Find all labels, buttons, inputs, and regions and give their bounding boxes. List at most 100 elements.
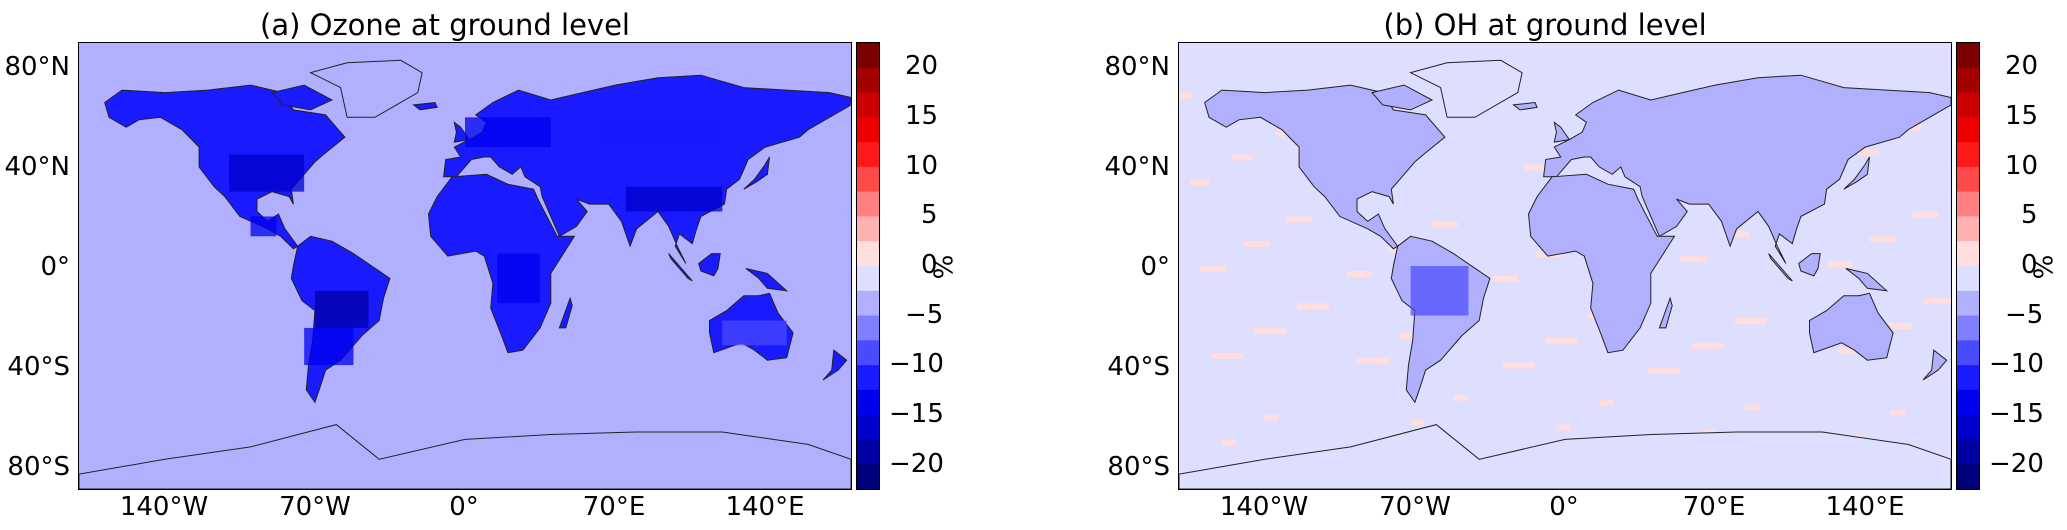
ozone-map xyxy=(78,42,852,490)
colorbar-tick: −10 xyxy=(889,349,944,379)
coastline-north-america xyxy=(1204,84,1446,250)
coastline-sumatra xyxy=(668,253,693,282)
colorbar-tick: 20 xyxy=(905,51,939,81)
positive-anomaly-patch xyxy=(1826,261,1853,268)
coastline-eurasia xyxy=(1543,74,1951,264)
positive-anomaly-patch xyxy=(1179,92,1193,99)
colorbar-segment xyxy=(857,414,879,441)
lon-label: 140°E xyxy=(1825,492,1905,522)
colorbar-segment xyxy=(857,241,879,267)
positive-anomaly-patch xyxy=(1648,367,1681,374)
colorbar-segment xyxy=(1957,216,1979,242)
coastline-baffin xyxy=(1371,84,1434,111)
colorbar-segment xyxy=(1957,290,1979,317)
coastline-australia xyxy=(1809,292,1894,361)
coastline-new-zealand xyxy=(822,349,848,381)
colorbar-tick: 5 xyxy=(921,200,938,230)
positive-anomaly-patch xyxy=(1745,404,1760,411)
colorbar xyxy=(1956,42,1980,490)
colorbar-segment xyxy=(857,191,879,218)
colorbar-unit: % xyxy=(929,254,960,280)
coastline-sumatra xyxy=(1768,253,1793,282)
positive-anomaly-patch xyxy=(1346,270,1373,277)
lat-label: 40°N xyxy=(1104,152,1170,182)
coastline-japan xyxy=(743,156,770,190)
colorbar-segment xyxy=(1957,464,1979,489)
positive-anomaly-patch xyxy=(1890,409,1905,416)
colorbar-tick: −20 xyxy=(1989,449,2044,479)
positive-anomaly-patch xyxy=(1502,362,1535,369)
colorbar-tick: −5 xyxy=(905,300,944,330)
colorbar-segment xyxy=(857,166,879,193)
colorbar-segment xyxy=(857,365,879,391)
colorbar-segment xyxy=(1957,191,1979,218)
colorbar-tick: 10 xyxy=(905,151,939,181)
lat-label: 80°S xyxy=(1107,452,1170,482)
coastline-borneo xyxy=(698,253,721,277)
lat-label: 0° xyxy=(40,252,70,282)
colorbar-tick: 0 xyxy=(2021,250,2038,280)
positive-anomaly-patch xyxy=(1189,179,1210,186)
decrease-hotspot xyxy=(497,253,541,304)
positive-anomaly-patch xyxy=(1545,337,1578,344)
positive-anomaly-patch xyxy=(1691,342,1724,349)
colorbar-segment xyxy=(857,142,879,168)
colorbar-tick: −5 xyxy=(2005,300,2044,330)
coastline-borneo xyxy=(1798,253,1821,277)
positive-anomaly-patch xyxy=(1211,352,1244,359)
colorbar-segment xyxy=(857,290,879,317)
colorbar-segment xyxy=(1957,142,1979,168)
positive-anomaly-patch xyxy=(1880,322,1913,329)
positive-anomaly-patch xyxy=(1556,424,1571,431)
colorbar-tick: 15 xyxy=(2005,101,2039,131)
positive-anomaly-patch xyxy=(1356,357,1389,364)
colorbar-tick: 10 xyxy=(2005,151,2039,181)
colorbar-segment xyxy=(857,43,879,69)
lon-label: 140°W xyxy=(119,492,209,522)
colorbar-tick: 15 xyxy=(905,101,939,131)
decrease-hotspot xyxy=(314,290,369,328)
colorbar-tick: 0 xyxy=(921,250,938,280)
coastline-africa xyxy=(1527,173,1676,354)
colorbar-segment xyxy=(1957,166,1979,193)
positive-anomaly-patch xyxy=(1453,394,1468,401)
positive-anomaly-patch xyxy=(1912,211,1939,218)
colorbar-segment xyxy=(857,439,879,465)
positive-anomaly-patch xyxy=(1723,231,1750,238)
colorbar-segment xyxy=(857,117,879,143)
lon-label: 140°E xyxy=(725,492,805,522)
lon-label: 140°W xyxy=(1219,492,1309,522)
lat-label: 80°S xyxy=(7,452,70,482)
coastline-iceland xyxy=(1512,101,1538,111)
decrease-hotspot xyxy=(625,186,723,212)
coastline-japan xyxy=(1843,156,1870,190)
coastline-new-guinea xyxy=(1845,268,1889,292)
decrease-hotspot xyxy=(304,327,354,366)
coastline-madagascar xyxy=(558,296,573,329)
colorbar-tick: 20 xyxy=(2005,51,2039,81)
colorbar-segment xyxy=(1957,43,1979,69)
positive-anomaly-patch xyxy=(1243,241,1270,248)
positive-anomaly-patch xyxy=(1599,399,1614,406)
panel-title: (b) OH at ground level xyxy=(1383,8,1707,42)
colorbar-segment xyxy=(857,315,879,341)
colorbar-segment xyxy=(857,464,879,489)
colorbar-segment xyxy=(1957,340,1979,366)
colorbar-segment xyxy=(857,340,879,366)
colorbar-segment xyxy=(857,92,879,118)
colorbar-segment xyxy=(1957,241,1979,267)
positive-anomaly-patch xyxy=(1524,164,1545,171)
colorbar-segment xyxy=(1957,315,1979,341)
positive-anomaly-patch xyxy=(1734,318,1767,325)
positive-anomaly-patch xyxy=(1264,414,1279,421)
colorbar-segment xyxy=(1957,266,1979,292)
lon-label: 70°E xyxy=(1682,492,1746,522)
decrease-hotspot xyxy=(465,117,551,148)
colorbar-tick: −20 xyxy=(889,449,944,479)
lat-label: 40°N xyxy=(4,152,70,182)
decrease-hotspot xyxy=(250,216,277,237)
colorbar-segment xyxy=(1957,67,1979,94)
colorbar-segment xyxy=(857,67,879,94)
positive-anomaly-patch xyxy=(1837,347,1870,354)
coastline-uk xyxy=(1553,121,1571,143)
